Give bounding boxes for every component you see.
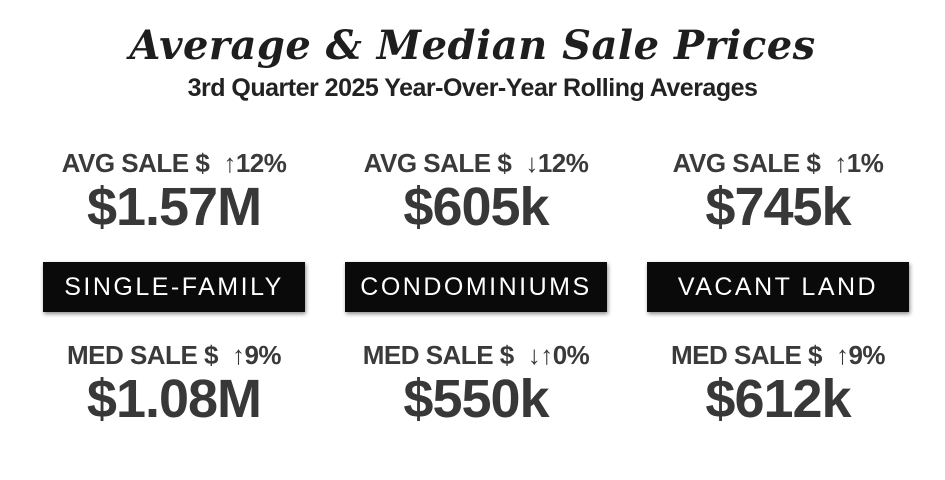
- yoy-delta-up-arrow: ↑9%: [835, 340, 886, 370]
- med-sale-label-row: MED SALE $ ↑9%: [66, 340, 282, 370]
- yoy-delta-flat-arrows: ↓↑0%: [527, 340, 590, 370]
- med-sale-stat: MED SALE $ ↑9% $612k: [670, 340, 886, 429]
- page-subtitle: 3rd Quarter 2025 Year-Over-Year Rolling …: [187, 74, 758, 102]
- column-condominiums: AVG SALE $ ↓12% $605k CONDOMINIUMS MED SA…: [345, 148, 607, 428]
- avg-sale-stat: AVG SALE $ ↑12% $1.57M: [62, 148, 287, 236]
- yoy-delta-up-arrow: ↑1%: [834, 148, 884, 178]
- avg-sale-label-row: AVG SALE $ ↑12%: [62, 148, 287, 178]
- med-sale-stat: MED SALE $ ↓↑0% $550k: [363, 340, 590, 428]
- stats-columns: AVG SALE $ ↑12% $1.57M SINGLE-FAMILY MED …: [0, 148, 945, 428]
- avg-sale-value: $745k: [705, 177, 851, 237]
- yoy-delta-up-arrow: ↑9%: [231, 340, 282, 370]
- category-bar-vacant-land: VACANT LAND: [647, 262, 909, 312]
- med-sale-value: $612k: [705, 369, 851, 429]
- yoy-delta-up-arrow: ↑12%: [223, 148, 287, 178]
- stat-label: AVG SALE $: [672, 148, 821, 178]
- category-label: VACANT LAND: [677, 272, 879, 301]
- column-single-family: AVG SALE $ ↑12% $1.57M SINGLE-FAMILY MED …: [43, 148, 305, 428]
- category-label: SINGLE-FAMILY: [64, 272, 284, 301]
- category-bar-single-family: SINGLE-FAMILY: [43, 262, 305, 312]
- category-label: CONDOMINIUMS: [360, 272, 592, 301]
- med-sale-label-row: MED SALE $ ↑9%: [670, 340, 886, 370]
- avg-sale-value: $605k: [403, 177, 549, 237]
- avg-sale-stat: AVG SALE $ ↑1% $745k: [673, 148, 884, 236]
- column-vacant-land: AVG SALE $ ↑1% $745k VACANT LAND MED SALE…: [647, 148, 909, 428]
- med-sale-label-row: MED SALE $ ↓↑0%: [363, 340, 590, 370]
- stat-label: MED SALE $: [670, 340, 823, 370]
- stat-label: AVG SALE $: [363, 148, 512, 178]
- stat-label: AVG SALE $: [61, 148, 210, 178]
- avg-sale-stat: AVG SALE $ ↓12% $605k: [364, 148, 589, 236]
- avg-sale-label-row: AVG SALE $ ↑1%: [673, 148, 884, 178]
- med-sale-value: $1.08M: [86, 369, 262, 429]
- page-title: Average & Median Sale Prices: [129, 22, 816, 69]
- stat-label: MED SALE $: [66, 340, 219, 370]
- yoy-delta-down-arrow: ↓12%: [525, 148, 589, 178]
- avg-sale-value: $1.57M: [86, 177, 262, 237]
- category-bar-condominiums: CONDOMINIUMS: [345, 262, 607, 312]
- med-sale-value: $550k: [403, 369, 549, 429]
- med-sale-stat: MED SALE $ ↑9% $1.08M: [66, 340, 282, 429]
- stat-label: MED SALE $: [362, 340, 515, 370]
- avg-sale-label-row: AVG SALE $ ↓12%: [364, 148, 589, 178]
